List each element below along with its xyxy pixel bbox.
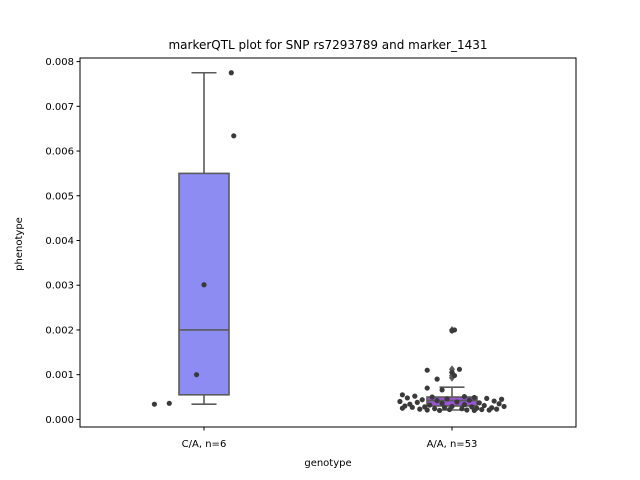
x-tick-label: A/A, n=53 bbox=[427, 439, 478, 450]
data-point bbox=[454, 399, 460, 405]
data-point bbox=[414, 399, 420, 405]
data-point bbox=[481, 402, 487, 409]
data-point bbox=[419, 397, 425, 403]
y-tick-label: 0.006 bbox=[45, 147, 74, 158]
data-point bbox=[193, 372, 200, 378]
data-point bbox=[228, 70, 234, 76]
data-point bbox=[461, 402, 467, 408]
data-point bbox=[432, 406, 438, 412]
y-axis-title: phenotype bbox=[14, 217, 25, 271]
data-point bbox=[417, 406, 423, 412]
chart-title: markerQTL plot for SNP rs7293789 and mar… bbox=[168, 38, 487, 52]
x-tick-label: C/A, n=6 bbox=[182, 439, 227, 450]
data-point bbox=[397, 398, 403, 405]
data-point bbox=[456, 366, 463, 372]
data-point bbox=[231, 133, 237, 139]
box-0 bbox=[178, 71, 230, 405]
data-point bbox=[424, 407, 430, 413]
data-point bbox=[499, 396, 505, 402]
data-point bbox=[464, 407, 470, 413]
plot-area bbox=[151, 70, 507, 414]
data-point bbox=[399, 392, 405, 398]
data-point bbox=[459, 406, 465, 412]
y-tick-label: 0.001 bbox=[45, 370, 74, 381]
data-point bbox=[494, 406, 500, 412]
data-point bbox=[479, 406, 485, 413]
data-point bbox=[427, 402, 433, 408]
y-tick-label: 0.004 bbox=[45, 236, 74, 247]
data-point bbox=[491, 398, 497, 404]
data-point bbox=[449, 328, 455, 334]
data-point bbox=[424, 367, 430, 373]
y-tick-label: 0.005 bbox=[45, 191, 74, 202]
data-point bbox=[409, 404, 415, 410]
data-point bbox=[404, 395, 410, 401]
y-tick-label: 0.007 bbox=[45, 102, 74, 113]
data-point bbox=[446, 406, 453, 413]
data-point bbox=[496, 401, 502, 407]
data-point bbox=[501, 403, 507, 410]
data-point bbox=[424, 385, 430, 391]
data-point bbox=[151, 401, 157, 407]
data-point bbox=[444, 396, 450, 402]
data-point bbox=[399, 405, 405, 411]
data-point bbox=[439, 387, 445, 393]
data-point bbox=[466, 397, 472, 403]
x-axis: C/A, n=6 A/A, n=53 bbox=[182, 427, 478, 450]
data-point bbox=[441, 405, 448, 411]
x-axis-title: genotype bbox=[304, 458, 351, 469]
data-point bbox=[434, 398, 440, 404]
y-tick-label: 0.008 bbox=[45, 57, 74, 68]
data-point bbox=[439, 400, 445, 406]
y-tick-label: 0.003 bbox=[45, 281, 74, 292]
data-point bbox=[461, 393, 467, 400]
y-tick-label: 0.002 bbox=[45, 325, 74, 336]
y-tick-label: 0.000 bbox=[45, 415, 74, 426]
data-point bbox=[166, 400, 172, 406]
data-point bbox=[412, 393, 418, 399]
data-point bbox=[437, 407, 443, 414]
strip-points bbox=[151, 70, 507, 414]
data-point bbox=[429, 394, 435, 400]
data-point bbox=[451, 372, 458, 379]
data-point bbox=[486, 407, 492, 413]
data-point bbox=[201, 282, 207, 288]
data-point bbox=[471, 394, 477, 401]
data-point bbox=[484, 395, 490, 401]
y-axis: 0.000 0.001 0.002 0.003 0.004 0.005 0.006 0.007… bbox=[45, 57, 80, 426]
data-point bbox=[434, 376, 440, 382]
data-point bbox=[471, 407, 477, 414]
plot-frame bbox=[79, 57, 577, 428]
data-point bbox=[476, 400, 482, 406]
